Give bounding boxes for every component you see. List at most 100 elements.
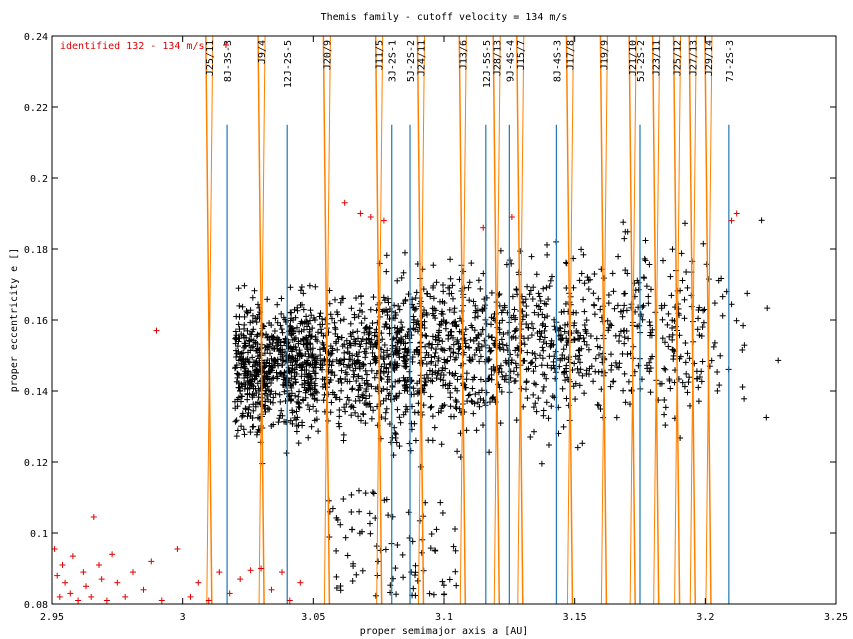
member-point [512,316,518,323]
member-point [435,358,442,364]
identified-point [258,565,265,572]
member-point [411,409,418,416]
member-point [399,324,406,331]
member-point [317,310,324,317]
member-point [303,313,310,320]
member-point [668,292,675,299]
member-point [363,323,370,330]
member-point [463,370,470,377]
member-point [295,403,302,410]
member-point [245,379,252,386]
member-point [315,428,322,435]
member-point [358,292,364,299]
member-point [714,369,721,375]
member-point [243,308,250,315]
member-point [360,411,367,418]
member-point [317,346,323,353]
member-point [289,362,296,369]
y-tick-label: 0.08 [24,600,48,611]
member-point [424,290,431,297]
member-point [343,401,350,408]
member-point [363,401,370,408]
identified-point [98,576,105,583]
member-point [455,350,462,357]
identified-point [216,569,223,576]
member-point [480,422,486,429]
member-point [241,282,248,289]
member-point [648,286,654,293]
member-point [305,434,312,441]
member-point [475,340,482,347]
member-point [433,526,440,533]
member-point [356,508,363,515]
resonance-label: J25/11 [205,40,216,76]
member-point [325,391,332,398]
x-axis-label: proper semimajor axis a [AU] [360,626,529,637]
member-point [319,339,326,346]
member-point [327,311,334,318]
member-point [268,423,275,429]
identified-point [286,597,293,604]
member-point [685,379,692,386]
member-point [283,450,290,457]
member-point [384,386,391,393]
member-point [562,322,568,328]
member-point [530,368,537,375]
member-point [542,323,549,330]
member-point [413,289,420,296]
member-point [617,328,624,335]
member-point [560,346,567,353]
member-point [530,284,537,291]
member-point [421,375,428,382]
member-point [517,248,524,255]
member-point [622,399,629,406]
member-point [719,312,726,319]
member-point [384,352,391,359]
member-point [532,400,539,407]
member-point [346,378,353,385]
member-point [379,308,386,315]
member-point [649,353,656,360]
member-point [600,275,607,282]
member-point [432,349,439,356]
member-point [471,374,478,381]
member-point [686,374,693,381]
member-point [288,348,295,355]
member-point [417,463,424,470]
member-point [581,280,588,287]
member-point [235,321,242,328]
member-point [543,375,550,382]
member-point [440,403,446,409]
member-point [355,393,362,400]
member-point [381,342,388,348]
member-point [583,330,590,337]
member-point [446,576,453,583]
member-point [683,269,690,275]
member-point [241,370,248,377]
member-point [240,426,247,433]
member-point [286,322,293,329]
member-point [498,309,505,316]
member-point [447,389,454,396]
member-point [586,371,592,378]
member-point [370,407,377,414]
member-point [563,285,570,291]
member-point [428,345,435,351]
member-point [452,397,459,404]
member-point [361,315,368,322]
member-point [399,551,406,558]
member-point [267,350,273,357]
member-point [758,217,765,224]
member-point [548,403,555,410]
member-point [410,304,417,311]
member-point [269,340,276,346]
member-point [393,364,400,371]
member-point [285,367,292,374]
member-point [307,346,314,353]
member-point [427,293,434,300]
member-point [291,414,298,421]
member-point [513,417,520,424]
member-point [466,279,473,286]
identified-point [480,224,487,231]
member-point [266,362,273,369]
